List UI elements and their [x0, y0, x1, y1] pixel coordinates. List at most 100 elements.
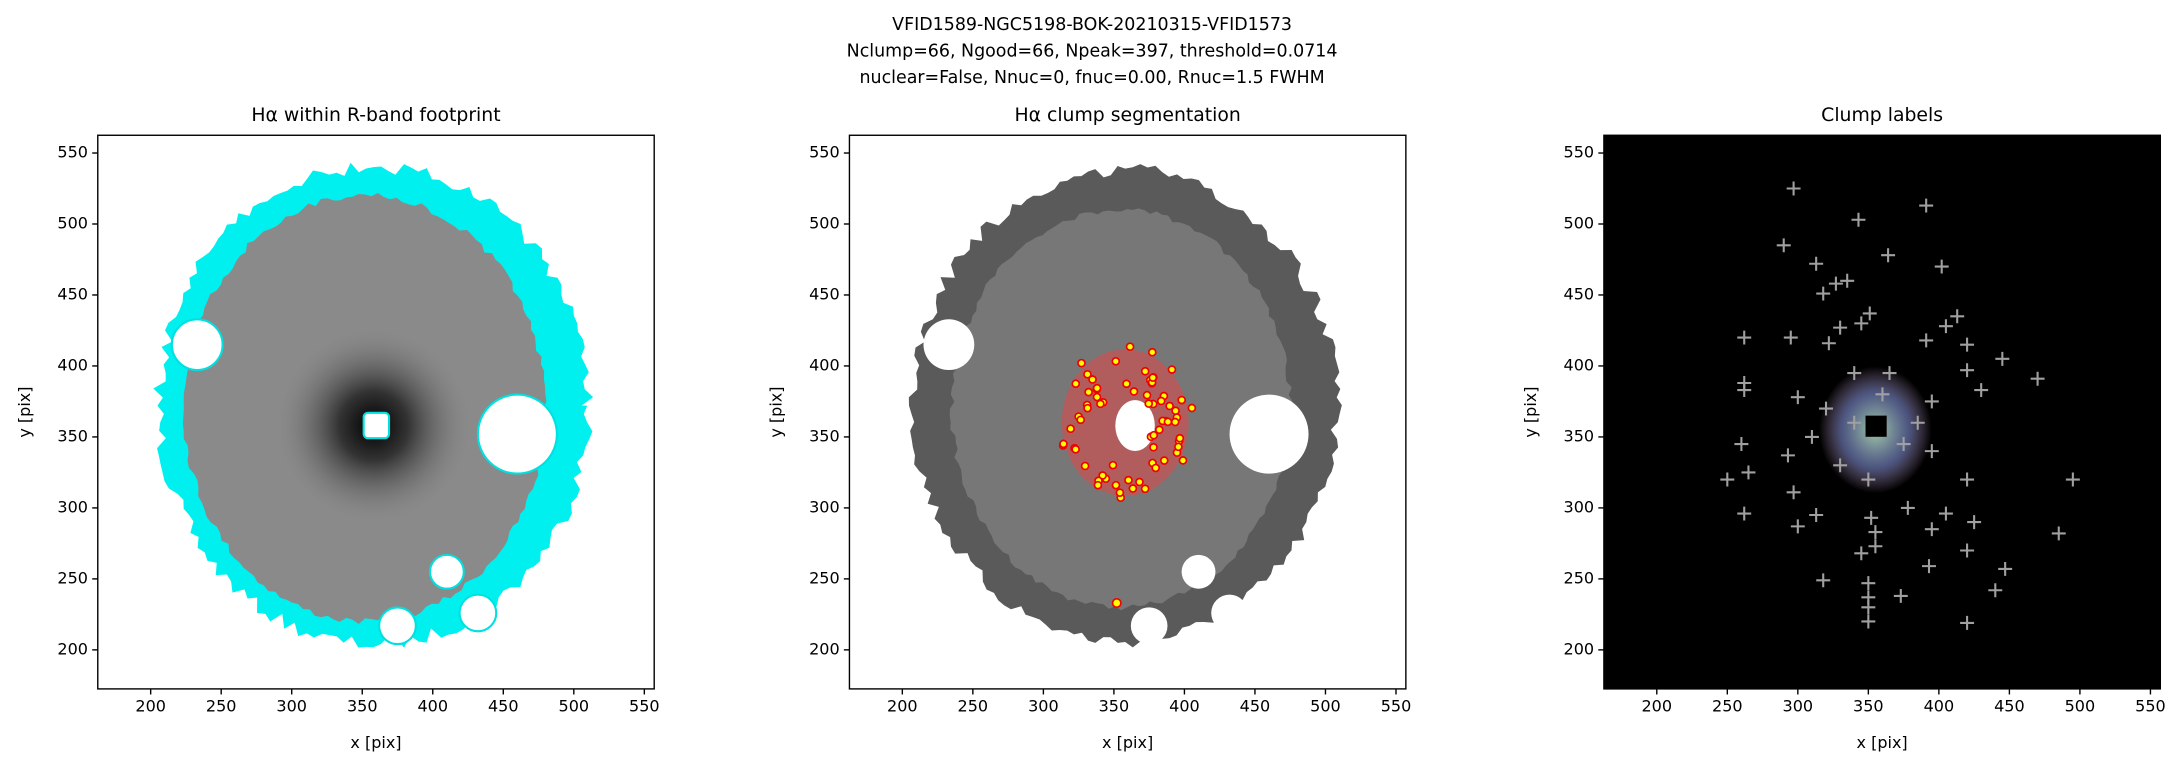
- x-tick-label: 400: [1924, 697, 1955, 716]
- clump-marker: [1974, 383, 1989, 398]
- clump-marker: [1734, 437, 1749, 452]
- clump-marker: [1864, 510, 1879, 525]
- x-tick-label: 200: [887, 697, 918, 716]
- clump-marker: [1893, 588, 1908, 603]
- y-tick-label: 350: [57, 426, 88, 445]
- clump: [1142, 390, 1152, 400]
- clump: [1092, 383, 1102, 393]
- panel-title: Hα within R-band footprint: [251, 105, 500, 126]
- clump: [1083, 403, 1092, 413]
- clump-marker: [1809, 508, 1824, 522]
- clump-marker: [1960, 615, 1975, 630]
- mask-hole: [362, 411, 391, 440]
- clump-marker: [1786, 181, 1801, 196]
- clump-marker: [1875, 387, 1890, 402]
- mask-hole: [476, 393, 558, 475]
- mask-hole: [170, 318, 224, 372]
- clump: [1148, 373, 1158, 382]
- clump: [1093, 480, 1103, 490]
- clump: [1080, 461, 1090, 471]
- y-axis-label: y [pix]: [15, 387, 34, 438]
- clump-marker: [1786, 485, 1801, 500]
- mask-hole: [1229, 394, 1309, 474]
- x-tick-label: 250: [206, 697, 237, 716]
- clump-marker: [1919, 198, 1934, 213]
- clump-marker: [1854, 546, 1869, 561]
- panel-title: Hα clump segmentation: [1014, 105, 1240, 126]
- clump: [1156, 396, 1166, 406]
- clump-marker: [1900, 500, 1915, 515]
- figure-title: VFID1589-NGC5198-BOK-20210315-VFID1573: [892, 15, 1292, 35]
- clump: [1125, 342, 1135, 352]
- core: [1865, 415, 1887, 437]
- core: [1115, 400, 1155, 451]
- x-axis-label: x [pix]: [1102, 733, 1153, 752]
- axes-frame: [848, 134, 1407, 690]
- clump: [1159, 456, 1169, 465]
- clump-marker: [1804, 429, 1819, 444]
- figure-subtitle: Nclump=66, Ngood=66, Npeak=397, threshol…: [847, 42, 1338, 62]
- clump-marker: [1967, 515, 1982, 530]
- clump-marker: [2065, 472, 2080, 487]
- clump: [1147, 347, 1157, 357]
- x-tick-label: 300: [276, 697, 307, 716]
- clump: [1163, 417, 1173, 427]
- clump-marker: [1783, 330, 1798, 345]
- y-tick-label: 200: [1564, 639, 1595, 658]
- clump: [1066, 424, 1075, 434]
- y-tick-label: 250: [57, 568, 88, 587]
- y-tick-label: 200: [57, 639, 88, 658]
- clump: [1077, 358, 1086, 368]
- clump: [1083, 369, 1092, 379]
- clump-marker: [1995, 351, 2010, 366]
- y-tick-label: 400: [1564, 355, 1595, 374]
- y-tick-label: 450: [1564, 284, 1595, 303]
- clump-marker: [1854, 316, 1869, 331]
- clump: [1170, 417, 1180, 427]
- clump-marker: [1861, 576, 1876, 591]
- clump-marker: [1922, 559, 1936, 574]
- y-tick-label: 300: [57, 497, 88, 516]
- clump-marker: [1737, 383, 1752, 398]
- clump-marker: [1737, 506, 1752, 521]
- y-tick-label: 300: [1564, 497, 1595, 516]
- clump: [1088, 375, 1097, 384]
- clump-marker: [1847, 366, 1862, 381]
- clump: [1144, 399, 1154, 408]
- clump: [1174, 442, 1183, 452]
- panel-title: Clump labels: [1821, 105, 1943, 126]
- x-tick-label: 550: [1381, 697, 1412, 716]
- figure-subtitle: nuclear=False, Nnuc=0, fnuc=0.00, Rnuc=1…: [860, 68, 1325, 88]
- y-tick-label: 500: [57, 213, 88, 232]
- x-tick-label: 350: [1853, 697, 1884, 716]
- clump: [1129, 387, 1139, 396]
- mask-hole: [458, 593, 498, 633]
- clump-marker: [1938, 319, 1953, 334]
- x-tick-label: 400: [417, 697, 448, 716]
- clump-marker: [1851, 212, 1866, 227]
- x-tick-label: 250: [958, 697, 989, 716]
- clump-marker: [1821, 336, 1836, 351]
- y-tick-label: 450: [57, 284, 88, 303]
- y-tick-label: 350: [1564, 426, 1595, 445]
- clump: [1154, 425, 1164, 435]
- x-tick-label: 400: [1169, 697, 1200, 716]
- clump-marker: [1737, 330, 1752, 345]
- clump-marker: [1861, 472, 1876, 487]
- clump: [1092, 392, 1102, 402]
- clump: [1149, 430, 1159, 440]
- clump-marker: [1819, 401, 1834, 416]
- x-tick-label: 500: [2065, 697, 2096, 716]
- x-tick-label: 200: [135, 697, 166, 716]
- clump: [1115, 488, 1125, 497]
- mask-hole: [923, 319, 975, 371]
- axes-frame: [97, 134, 655, 690]
- clump: [1124, 475, 1133, 485]
- clump: [1151, 463, 1161, 473]
- mask-hole: [378, 606, 417, 646]
- clump: [1084, 387, 1093, 397]
- x-tick-label: 350: [347, 697, 378, 716]
- clump-marker: [1833, 458, 1848, 473]
- clump: [1140, 366, 1150, 376]
